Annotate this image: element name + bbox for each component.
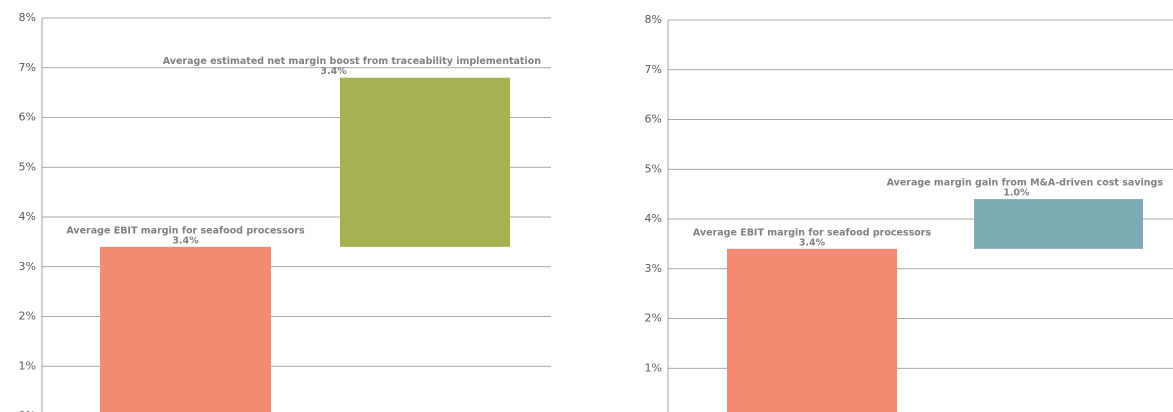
y-tick-label: 8% (19, 11, 36, 24)
category-label: Average estimated net margin boost from … (163, 56, 541, 67)
bar (727, 248, 897, 412)
y-tick-label: 3% (19, 260, 36, 273)
y-tick-label: 1% (645, 361, 662, 374)
y-tick-label: 7% (19, 61, 36, 74)
y-tick-label: 7% (645, 63, 662, 76)
y-tick-label: 1% (19, 359, 36, 372)
y-tick-label: 0% (19, 409, 36, 412)
value-label: 1.0% (1003, 188, 1030, 199)
bar (340, 77, 510, 247)
y-tick-label: 2% (19, 310, 36, 323)
value-label: 3.4% (320, 66, 347, 77)
y-tick-label: 8% (645, 13, 662, 26)
y-tick-label: 6% (645, 113, 662, 126)
y-tick-label: 4% (19, 210, 36, 223)
y-tick-label: 2% (645, 312, 662, 325)
category-label: Average EBIT margin for seafood processo… (66, 225, 305, 236)
y-tick-label: 6% (19, 111, 36, 124)
y-tick-label: 5% (645, 162, 662, 175)
y-tick-label: 3% (645, 262, 662, 275)
value-label: 3.4% (799, 237, 826, 248)
value-label: 3.4% (172, 235, 199, 246)
category-label: Average margin gain from M&A-driven cost… (887, 178, 1164, 189)
y-tick-label: 5% (19, 160, 36, 173)
bar (100, 246, 271, 412)
bar (974, 199, 1143, 249)
category-label: Average EBIT margin for seafood processo… (693, 227, 932, 238)
y-tick-label: 4% (645, 212, 662, 225)
